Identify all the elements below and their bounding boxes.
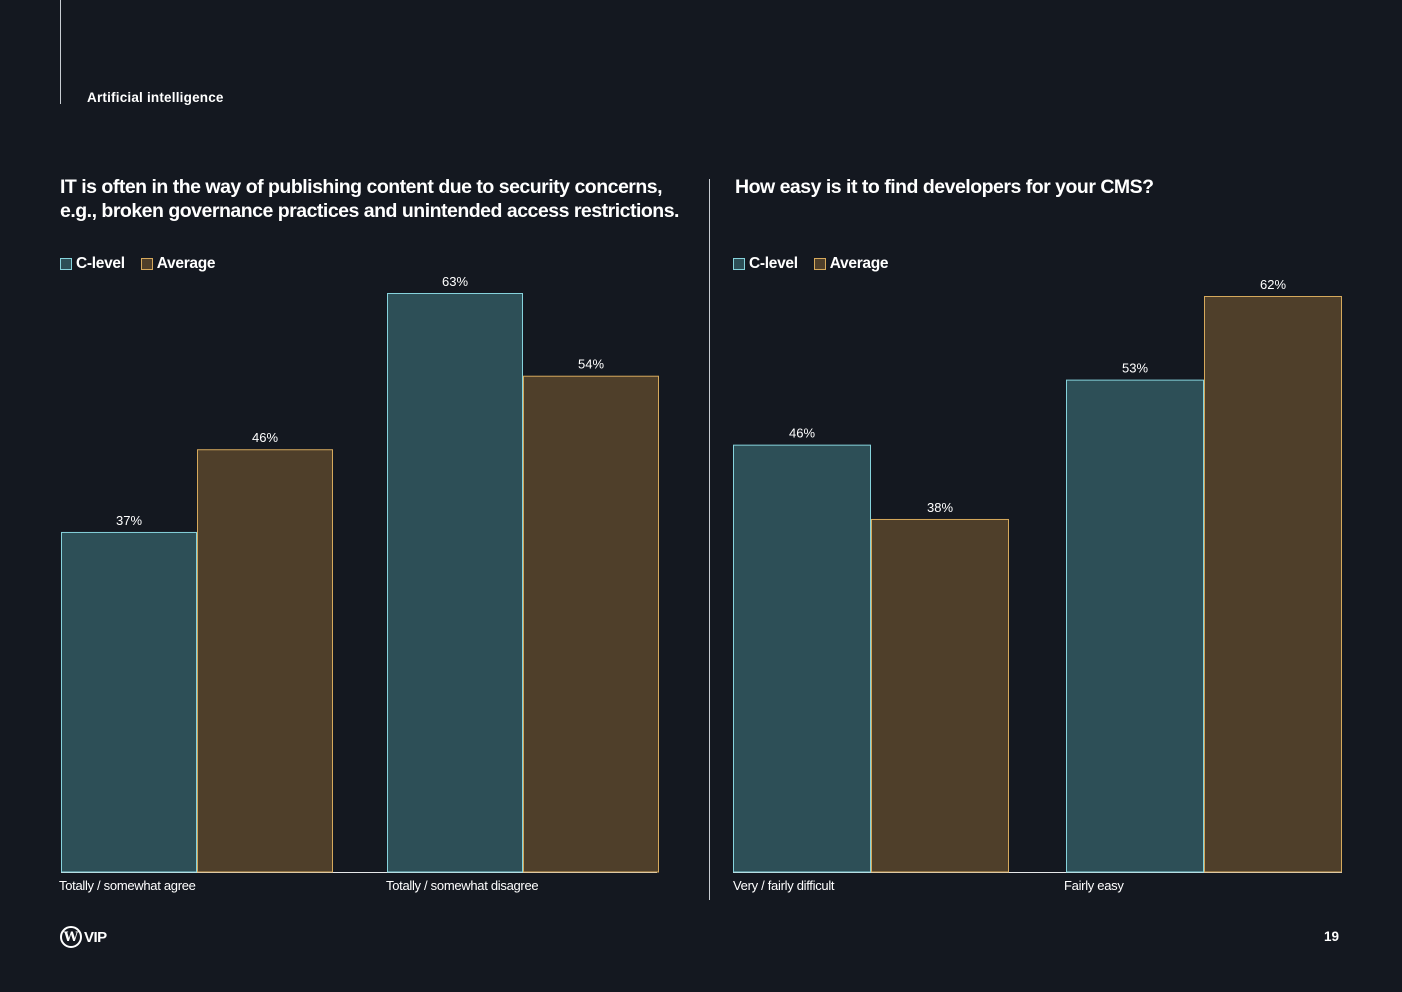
bar-c-level (733, 444, 871, 873)
legend-swatch-c-level (733, 258, 745, 270)
legend-swatch-average (140, 258, 153, 270)
bar-c-level (61, 531, 197, 873)
wordpress-icon: W (60, 926, 82, 948)
legend-item-average: Average (140, 255, 216, 273)
legend-swatch-average (813, 258, 826, 270)
bar-c-level (387, 293, 523, 873)
data-label: 53% (1122, 361, 1148, 376)
data-label: 62% (1260, 277, 1286, 292)
chart-developers: 46% 38% Very / fairly difficult 53% 62% Fairl… (733, 277, 1342, 893)
data-label: 46% (789, 426, 815, 441)
vip-logo: W VIP (60, 926, 107, 948)
chart-title-line: IT is often in the way of publishing con… (60, 176, 663, 198)
category-label: Fairly easy (1064, 878, 1124, 893)
data-label: 54% (578, 357, 604, 372)
bar-average (523, 375, 659, 873)
data-label: 46% (252, 430, 278, 445)
logo-text: VIP (84, 928, 107, 946)
legend-item-c-level: C-level (733, 255, 798, 273)
chart-title-security: IT is often in the way of publishing con… (60, 175, 679, 223)
legend-label-c-level: C-level (749, 255, 798, 272)
category-label: Totally / somewhat agree (59, 878, 196, 893)
chart-title-line: How easy is it to find developers for yo… (735, 176, 1154, 198)
category-label: Very / fairly difficult (733, 878, 835, 893)
bar-c-level (1066, 379, 1204, 873)
chart-title-developers: How easy is it to find developers for yo… (735, 175, 1154, 199)
header-rule (60, 0, 61, 104)
bar-average (871, 518, 1009, 873)
bar-average (1204, 296, 1342, 873)
legend-label-average: Average (829, 255, 889, 272)
category-label: Totally / somewhat disagree (386, 878, 538, 893)
legend-swatch-c-level (60, 258, 72, 270)
legend-item-c-level: C-level (60, 255, 125, 273)
chart-security: 37% 46% Totally / somewhat agree 63% 54% Tota… (59, 274, 659, 893)
legend-security: C-level Average (60, 255, 231, 273)
section-label: Artificial intelligence (87, 90, 224, 105)
legend-item-average: Average (813, 255, 889, 273)
legend-developers: C-level Average (733, 255, 904, 273)
data-label: 38% (927, 500, 953, 515)
page-number: 19 (1324, 929, 1340, 944)
bar-average (197, 449, 333, 873)
data-label: 37% (116, 513, 142, 528)
data-label: 63% (442, 274, 468, 289)
chart-title-line: e.g., broken governance practices and un… (60, 200, 679, 222)
center-divider (709, 179, 710, 900)
legend-label-average: Average (156, 255, 216, 272)
legend-label-c-level: C-level (76, 255, 125, 272)
